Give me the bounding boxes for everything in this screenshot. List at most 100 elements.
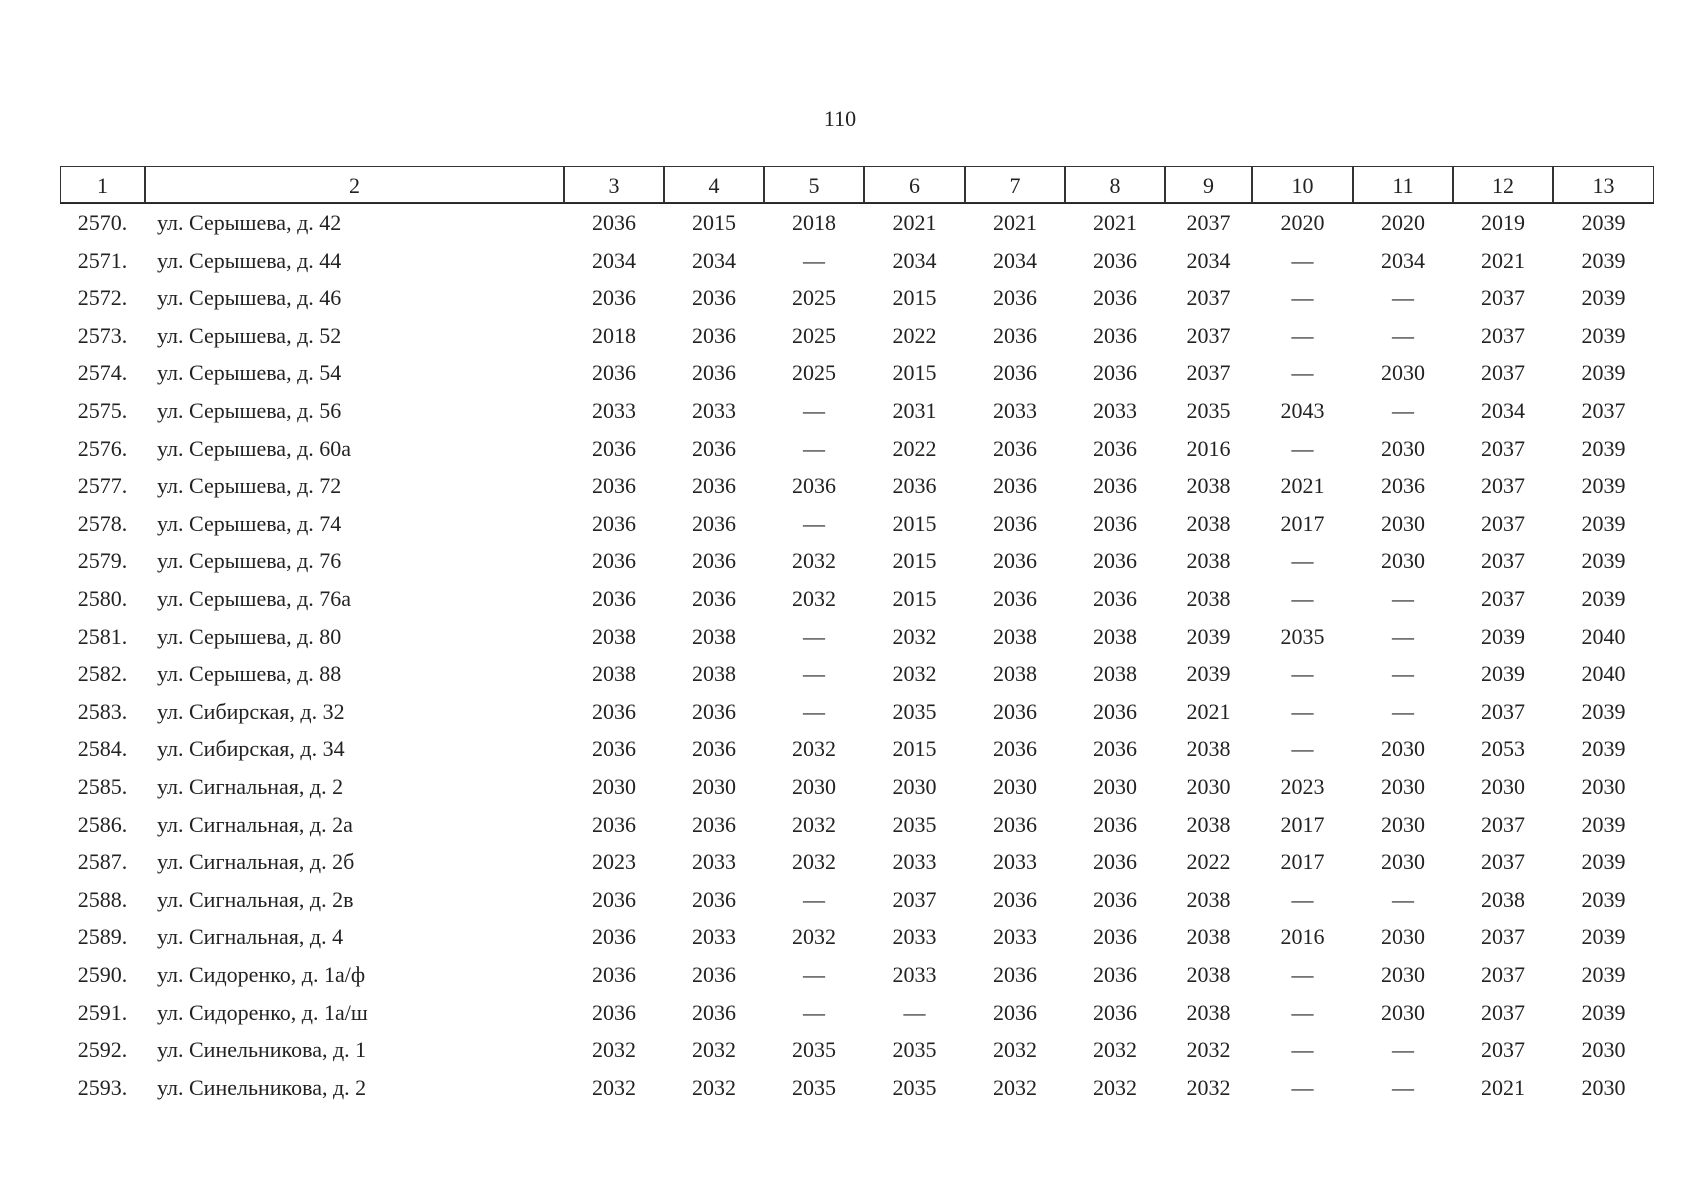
year-cell: 2034 xyxy=(993,247,1037,273)
year-cell: 2016 xyxy=(1280,924,1325,950)
year-cell: — xyxy=(1291,548,1314,574)
year-cell: 2034 xyxy=(1481,398,1525,423)
year-cell: 2037 xyxy=(1481,360,1525,386)
year-cell: — xyxy=(803,435,825,461)
address: ул. Сибирская, д. 34 xyxy=(157,736,345,762)
year-cell: 2038 xyxy=(692,661,736,687)
row-number: 2579. xyxy=(77,548,128,574)
year-cell: 2015 xyxy=(892,360,937,386)
year-cell: 2036 xyxy=(692,698,736,724)
row-number: 2589. xyxy=(77,924,128,950)
year-cell: — xyxy=(1291,360,1314,386)
header-cell: 1 xyxy=(60,166,145,203)
year-cell: 2015 xyxy=(692,210,736,235)
year-cell: 2037 xyxy=(1186,360,1231,386)
year-cell: 2053 xyxy=(1481,736,1525,762)
address: ул. Синельникова, д. 2 xyxy=(157,1074,367,1100)
header-cell: 9 xyxy=(1165,166,1252,203)
year-cell: 2036 xyxy=(592,548,636,574)
year-cell: 2036 xyxy=(592,210,636,235)
year-cell: — xyxy=(903,999,926,1025)
year-cell: 2033 xyxy=(692,398,736,423)
year-cell: — xyxy=(1392,1074,1414,1100)
year-cell: 2035 xyxy=(892,811,937,837)
header-cell: 3 xyxy=(564,166,664,203)
year-cell: — xyxy=(1291,586,1314,611)
row-number: 2580. xyxy=(77,586,128,611)
year-cell: 2035 xyxy=(892,1037,937,1063)
year-cell: 2036 xyxy=(692,510,736,536)
year-cell: 2032 xyxy=(792,924,836,950)
year-cell: 2030 xyxy=(1581,1037,1626,1063)
year-cell: 2030 xyxy=(1581,774,1626,799)
year-cell: — xyxy=(1291,435,1314,461)
year-cell: 2036 xyxy=(1093,473,1137,499)
year-cell: 2039 xyxy=(1481,623,1525,649)
year-cell: — xyxy=(803,962,825,987)
year-cell: 2025 xyxy=(792,285,836,311)
year-cell: 2030 xyxy=(1381,774,1425,799)
year-cell: 2015 xyxy=(892,586,937,611)
year-cell: 2030 xyxy=(1381,510,1425,536)
year-cell: 2030 xyxy=(592,774,636,799)
year-cell: 2022 xyxy=(892,435,937,461)
row-number: 2581. xyxy=(77,623,128,649)
year-cell: 2039 xyxy=(1581,886,1626,912)
year-cell: 2036 xyxy=(692,962,736,987)
year-cell: 2039 xyxy=(1581,736,1626,762)
year-cell: — xyxy=(1392,623,1414,649)
row-number: 2573. xyxy=(77,322,128,348)
year-cell: 2039 xyxy=(1186,623,1231,649)
year-cell: — xyxy=(1291,285,1314,311)
year-cell: 2030 xyxy=(1381,736,1425,762)
year-cell: 2036 xyxy=(692,285,736,311)
year-cell: — xyxy=(803,661,825,687)
year-cell: — xyxy=(803,398,825,423)
year-cell: 2036 xyxy=(993,999,1037,1025)
year-cell: 2037 xyxy=(1481,811,1525,837)
year-cell: 2030 xyxy=(1381,999,1425,1025)
year-cell: 2039 xyxy=(1581,548,1626,574)
year-cell: — xyxy=(1291,999,1314,1025)
year-cell: 2036 xyxy=(1093,924,1137,950)
page-number: 110 xyxy=(823,106,857,131)
year-cell: 2038 xyxy=(592,623,636,649)
year-cell: 2037 xyxy=(1481,548,1525,574)
year-cell: 2021 xyxy=(892,210,937,235)
row-number: 2590. xyxy=(77,962,128,987)
year-cell: 2036 xyxy=(592,698,636,724)
year-cell: 2038 xyxy=(1186,510,1231,536)
year-cell: 2037 xyxy=(1481,698,1525,724)
year-cell: 2030 xyxy=(892,774,937,799)
year-cell: 2036 xyxy=(592,962,636,987)
year-cell: 2037 xyxy=(1481,322,1525,348)
year-cell: 2021 xyxy=(1481,1074,1525,1100)
year-cell: 2036 xyxy=(1093,360,1137,386)
year-cell: 2036 xyxy=(692,360,736,386)
address: ул. Сидоренко, д. 1а/ф xyxy=(157,962,366,987)
year-cell: — xyxy=(1392,1037,1414,1063)
year-cell: 2039 xyxy=(1186,661,1231,687)
year-cell: 2036 xyxy=(592,360,636,386)
row-number: 2587. xyxy=(77,849,128,875)
year-cell: 2036 xyxy=(993,586,1037,611)
year-cell: 2036 xyxy=(892,473,937,499)
year-cell: 2030 xyxy=(1381,924,1425,950)
address: ул. Серышева, д. 88 xyxy=(157,661,342,687)
header-cell: 6 xyxy=(864,166,965,203)
row-number: 2592. xyxy=(77,1037,128,1063)
year-cell: 2033 xyxy=(692,924,736,950)
year-cell: 2039 xyxy=(1581,811,1626,837)
year-cell: 2039 xyxy=(1581,322,1626,348)
year-cell: — xyxy=(1291,322,1314,348)
row-number: 2585. xyxy=(77,774,128,799)
year-cell: 2030 xyxy=(1381,435,1425,461)
year-cell: 2037 xyxy=(1581,398,1626,423)
year-cell: 2036 xyxy=(1093,811,1137,837)
row-number: 2586. xyxy=(77,811,128,837)
year-cell: 2020 xyxy=(1381,210,1425,235)
year-cell: 2038 xyxy=(1186,811,1231,837)
header-cell: 4 xyxy=(664,166,764,203)
year-cell: 2037 xyxy=(1481,435,1525,461)
year-cell: 2032 xyxy=(1093,1074,1137,1100)
